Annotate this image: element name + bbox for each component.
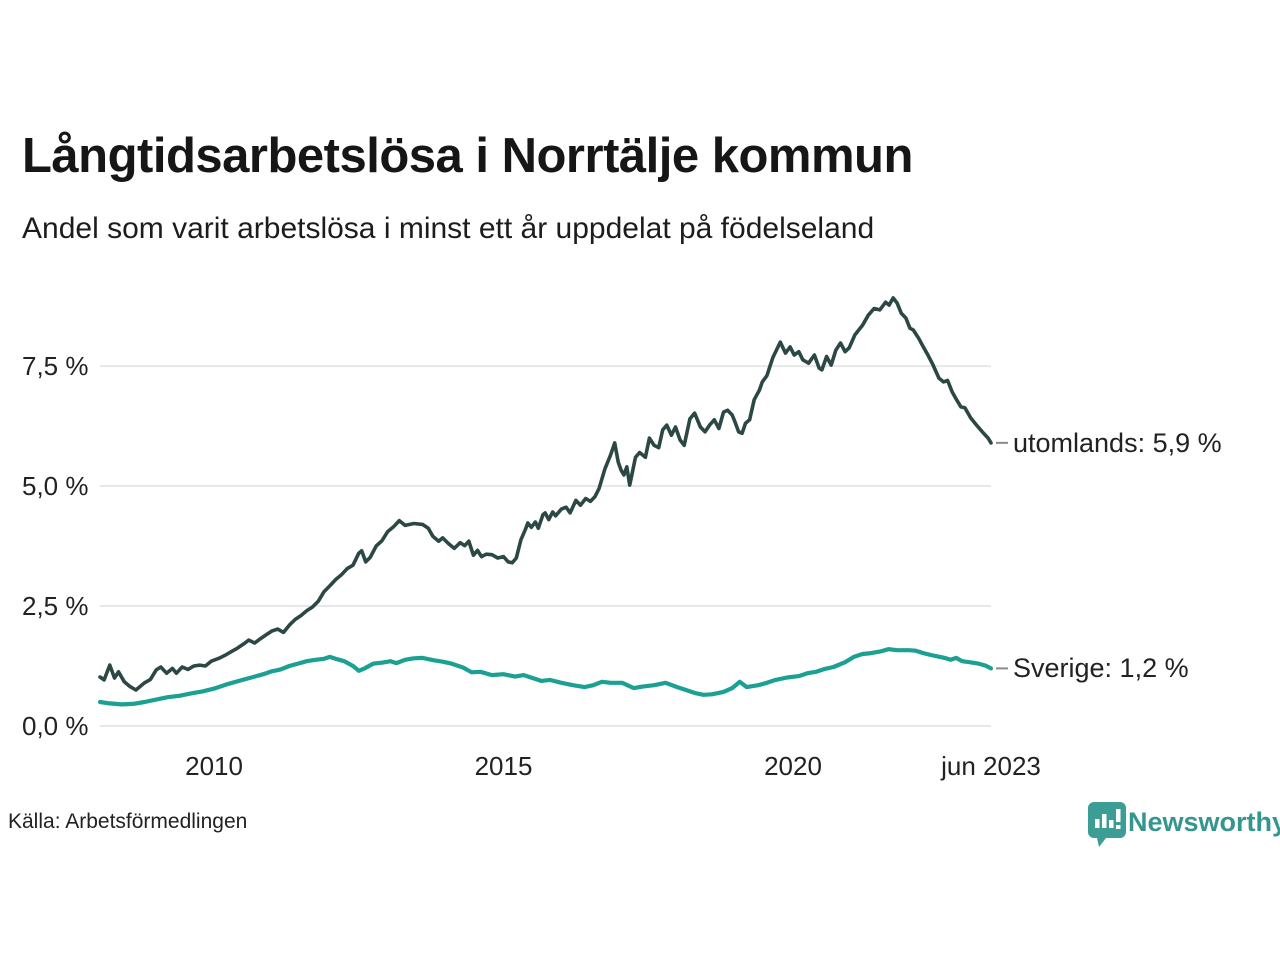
page-title: Långtidsarbetslösa i Norrtälje kommun: [22, 129, 913, 183]
x-axis-tick-label: jun 2023: [941, 751, 1041, 781]
y-axis-tick-label: 5,0 %: [22, 471, 89, 502]
series-line-Sverige: [97, 647, 994, 707]
logo-bar-medium: [1109, 820, 1114, 828]
series-line-utomlands: [98, 296, 993, 692]
series-label-Sverige: Sverige: 1,2 %: [1013, 653, 1189, 684]
y-axis-tick-label: 7,5 %: [22, 351, 89, 382]
x-axis-tick-label: 2010: [185, 751, 243, 781]
logo-bar-short: [1095, 819, 1100, 828]
x-axis-tick-label: 2015: [474, 751, 533, 781]
y-axis-tick-label: 2,5 %: [22, 591, 89, 622]
newsworthy-bubble-icon: [1088, 802, 1126, 847]
logo-bar-tall: [1102, 814, 1107, 828]
source-note: Källa: Arbetsförmedlingen: [8, 810, 248, 833]
newsworthy-logo: Newsworthy: [1086, 800, 1280, 860]
series-label-utomlands: utomlands: 5,9 %: [1013, 427, 1222, 458]
logo-exclamation-dot: [1116, 825, 1121, 829]
page-subtitle: Andel som varit arbetslösa i minst ett å…: [22, 212, 875, 245]
x-axis-tick-label: 2020: [764, 751, 822, 781]
brand-wordmark: Newsworthy: [1128, 807, 1280, 837]
y-axis-tick-label: 0,0 %: [22, 711, 89, 741]
logo-exclamation-bar: [1116, 809, 1121, 822]
